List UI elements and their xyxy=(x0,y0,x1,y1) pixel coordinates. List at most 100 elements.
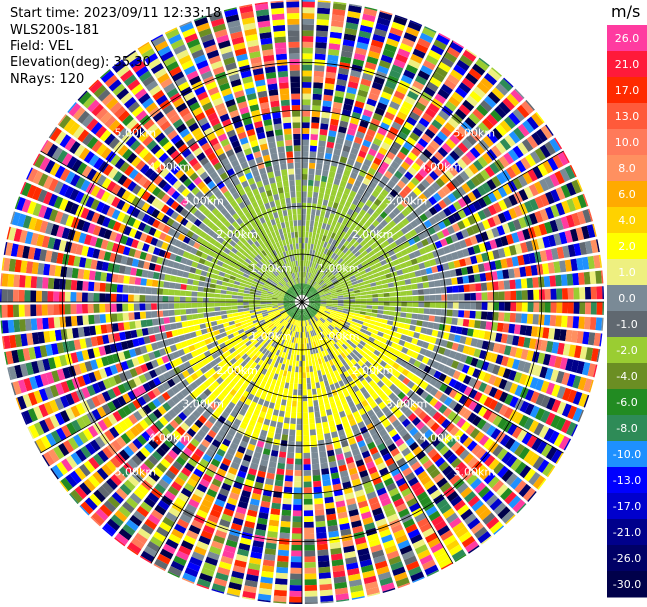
range-gate xyxy=(445,317,453,325)
range-gate xyxy=(326,271,332,277)
range-gate xyxy=(442,196,452,206)
range-gate xyxy=(383,292,390,297)
range-gate xyxy=(397,274,405,281)
range-gate xyxy=(334,90,345,98)
range-gate xyxy=(456,276,464,285)
range-gate xyxy=(399,105,411,116)
range-gate xyxy=(429,336,437,344)
range-gate xyxy=(326,297,333,300)
range-gate xyxy=(321,386,327,394)
range-gate xyxy=(243,293,250,297)
range-gate xyxy=(375,262,382,268)
range-gate xyxy=(500,487,513,501)
range-gate xyxy=(400,249,408,257)
range-gate xyxy=(579,287,586,300)
range-gate xyxy=(372,368,381,376)
range-gate xyxy=(427,123,439,135)
range-gate xyxy=(429,302,436,308)
range-gate xyxy=(497,248,506,258)
range-gate xyxy=(372,305,379,310)
range-gate xyxy=(565,329,573,342)
range-gate xyxy=(534,339,543,351)
range-gate xyxy=(476,339,484,349)
range-gate xyxy=(325,502,335,510)
range-gate xyxy=(397,212,406,221)
range-gate xyxy=(407,330,415,337)
range-gate xyxy=(318,566,331,574)
range-gate xyxy=(191,302,198,308)
range-gate xyxy=(309,261,313,268)
range-gate xyxy=(461,77,475,90)
range-gate xyxy=(547,157,559,172)
range-gate xyxy=(354,250,361,258)
range-gate xyxy=(393,337,401,344)
range-gate xyxy=(462,49,477,62)
range-gate xyxy=(341,218,348,226)
range-gate xyxy=(551,399,562,413)
range-gate xyxy=(508,495,522,509)
range-gate xyxy=(289,579,302,586)
range-gate xyxy=(361,346,369,353)
range-gate xyxy=(280,381,285,388)
range-gate xyxy=(589,317,597,331)
range-gate xyxy=(379,360,387,368)
range-gate xyxy=(571,196,582,211)
range-gate xyxy=(483,331,491,341)
range-gate xyxy=(311,382,316,390)
range-gate xyxy=(411,416,421,426)
range-gate xyxy=(487,412,498,424)
range-gate xyxy=(404,195,414,204)
range-gate xyxy=(158,325,166,333)
range-gate xyxy=(330,289,337,293)
range-gate xyxy=(343,323,350,329)
range-gate xyxy=(180,284,187,290)
range-gate xyxy=(337,185,345,193)
range-gate xyxy=(495,141,507,154)
range-gate xyxy=(352,349,359,356)
range-gate xyxy=(477,486,491,499)
range-gate xyxy=(237,295,244,299)
range-gate xyxy=(318,572,332,580)
range-gate xyxy=(320,210,326,218)
range-gate xyxy=(429,308,436,315)
range-gate xyxy=(314,65,325,72)
range-gate xyxy=(339,318,346,324)
range-gate xyxy=(487,302,494,311)
range-gate xyxy=(342,39,355,47)
range-gate xyxy=(389,100,401,111)
range-gate xyxy=(390,254,398,261)
range-gate xyxy=(503,246,512,257)
range-gate xyxy=(326,280,332,286)
range-gate xyxy=(545,412,556,426)
range-gate xyxy=(466,328,474,337)
range-gate xyxy=(402,386,411,395)
range-gate xyxy=(281,375,287,383)
range-gate xyxy=(470,176,481,187)
range-gate xyxy=(122,312,129,321)
range-gate xyxy=(378,146,388,156)
range-gate xyxy=(370,243,378,250)
range-gate xyxy=(339,61,351,70)
range-gate xyxy=(412,127,423,137)
range-gate xyxy=(463,397,473,408)
range-gate xyxy=(323,88,334,96)
range-gate xyxy=(311,238,315,245)
range-gate xyxy=(362,139,372,148)
range-gate xyxy=(584,286,592,300)
range-gate xyxy=(317,434,324,441)
range-gate xyxy=(343,299,350,302)
range-gate xyxy=(377,65,389,75)
range-gate xyxy=(468,274,475,283)
range-gate xyxy=(499,120,512,133)
range-gate xyxy=(308,304,314,308)
range-gate xyxy=(313,294,320,298)
range-gate xyxy=(319,589,333,597)
range-gate xyxy=(371,313,378,318)
range-gate xyxy=(362,243,370,250)
range-gate xyxy=(458,258,467,267)
range-gate xyxy=(358,285,366,290)
range-gate xyxy=(64,304,71,315)
range-gate xyxy=(320,303,327,306)
range-gate xyxy=(384,371,393,380)
range-gate xyxy=(329,213,335,220)
